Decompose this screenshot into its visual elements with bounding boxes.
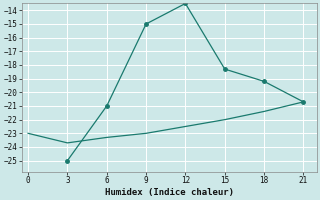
X-axis label: Humidex (Indice chaleur): Humidex (Indice chaleur) [105,188,234,197]
